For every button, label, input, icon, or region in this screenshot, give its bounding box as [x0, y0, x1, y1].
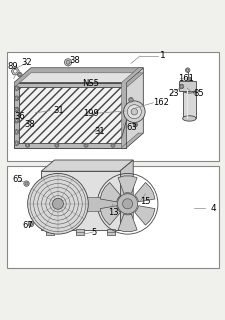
Circle shape — [55, 143, 58, 147]
Polygon shape — [134, 182, 154, 202]
Text: 31: 31 — [94, 127, 104, 136]
Text: 38: 38 — [24, 120, 35, 129]
Ellipse shape — [182, 116, 195, 121]
Text: 15: 15 — [140, 197, 150, 206]
Polygon shape — [14, 68, 143, 83]
Bar — [7, 52, 218, 161]
Bar — [14, 143, 126, 148]
Circle shape — [14, 141, 19, 145]
Circle shape — [14, 118, 19, 123]
Text: NS5: NS5 — [82, 79, 99, 88]
Circle shape — [117, 194, 137, 214]
Text: 38: 38 — [69, 56, 80, 65]
Polygon shape — [134, 206, 154, 225]
Circle shape — [28, 221, 34, 227]
Circle shape — [26, 144, 29, 146]
Bar — [41, 171, 119, 230]
Bar — [14, 83, 19, 148]
Circle shape — [178, 84, 183, 89]
Circle shape — [111, 144, 114, 146]
Circle shape — [27, 173, 88, 234]
Circle shape — [24, 181, 29, 186]
Text: 161: 161 — [177, 74, 193, 83]
Ellipse shape — [182, 88, 195, 93]
Circle shape — [56, 144, 58, 146]
Polygon shape — [117, 214, 137, 232]
Circle shape — [133, 123, 137, 127]
Circle shape — [29, 222, 32, 226]
Circle shape — [130, 108, 137, 115]
Text: 85: 85 — [192, 89, 203, 98]
Circle shape — [134, 124, 136, 126]
Circle shape — [14, 107, 19, 112]
Circle shape — [14, 86, 19, 90]
Circle shape — [25, 143, 29, 147]
Bar — [14, 83, 126, 148]
Text: 4: 4 — [209, 204, 215, 213]
Text: 32: 32 — [21, 58, 32, 67]
Circle shape — [15, 142, 18, 144]
Circle shape — [25, 182, 28, 185]
Bar — [46, 228, 54, 235]
Text: 89: 89 — [8, 62, 18, 71]
Bar — [121, 83, 126, 148]
Bar — [76, 228, 84, 235]
Polygon shape — [100, 182, 120, 202]
Circle shape — [127, 105, 141, 119]
Polygon shape — [117, 176, 137, 193]
Polygon shape — [121, 68, 143, 148]
Circle shape — [122, 199, 132, 209]
Text: 199: 199 — [82, 109, 98, 118]
Text: 13: 13 — [107, 208, 118, 217]
Polygon shape — [100, 206, 120, 225]
Bar — [182, 90, 195, 118]
Text: 31: 31 — [54, 106, 64, 115]
Polygon shape — [11, 68, 19, 75]
Circle shape — [15, 108, 18, 111]
Circle shape — [15, 97, 18, 100]
Circle shape — [15, 131, 18, 133]
Text: 63: 63 — [126, 123, 137, 132]
Bar — [106, 228, 114, 235]
Polygon shape — [14, 68, 143, 87]
Circle shape — [185, 68, 189, 72]
Circle shape — [18, 73, 21, 76]
Bar — [85, 197, 127, 211]
Circle shape — [14, 130, 19, 134]
Circle shape — [128, 98, 133, 102]
Bar — [7, 166, 218, 268]
Polygon shape — [126, 68, 143, 148]
Circle shape — [187, 78, 190, 80]
Circle shape — [123, 101, 144, 123]
Circle shape — [110, 143, 115, 147]
Text: 67: 67 — [22, 220, 33, 230]
Circle shape — [85, 144, 87, 146]
Circle shape — [129, 99, 132, 101]
Circle shape — [15, 119, 18, 122]
Circle shape — [18, 72, 22, 77]
Text: 162: 162 — [153, 98, 169, 107]
Text: 23: 23 — [168, 89, 178, 98]
Text: 36: 36 — [14, 112, 25, 121]
Bar — [178, 81, 195, 92]
Polygon shape — [41, 160, 133, 171]
Circle shape — [14, 96, 19, 100]
Circle shape — [52, 198, 63, 209]
Text: 1: 1 — [159, 51, 164, 60]
Bar — [14, 83, 126, 87]
Circle shape — [64, 59, 71, 66]
Text: 65: 65 — [12, 175, 23, 184]
Polygon shape — [119, 160, 133, 230]
Circle shape — [186, 69, 188, 71]
Circle shape — [180, 85, 182, 88]
Text: 5: 5 — [91, 228, 96, 237]
Circle shape — [15, 87, 18, 89]
Circle shape — [187, 77, 191, 81]
Circle shape — [84, 143, 88, 147]
Circle shape — [14, 69, 17, 73]
Circle shape — [66, 60, 70, 64]
